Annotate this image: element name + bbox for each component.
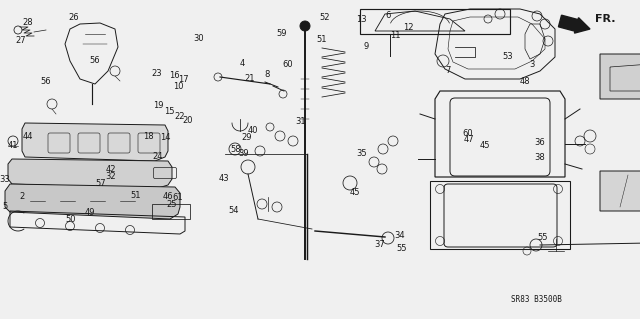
Text: 26: 26 bbox=[68, 13, 79, 22]
Text: 40: 40 bbox=[248, 126, 258, 135]
Text: 21: 21 bbox=[244, 74, 255, 83]
Text: 58: 58 bbox=[230, 145, 241, 154]
Text: 11: 11 bbox=[390, 31, 401, 40]
Text: 55: 55 bbox=[397, 244, 407, 253]
Text: 23: 23 bbox=[152, 69, 162, 78]
Text: 49: 49 bbox=[84, 208, 95, 217]
Text: 34: 34 bbox=[395, 231, 405, 240]
Text: 42: 42 bbox=[106, 165, 116, 174]
Text: 53: 53 bbox=[502, 52, 513, 61]
Text: 18: 18 bbox=[143, 132, 154, 141]
Text: 56: 56 bbox=[90, 56, 100, 65]
Text: 32: 32 bbox=[106, 172, 116, 181]
Text: 28: 28 bbox=[22, 18, 33, 27]
Text: 41: 41 bbox=[8, 141, 18, 150]
Text: 60: 60 bbox=[462, 129, 472, 138]
Text: 13: 13 bbox=[356, 15, 367, 24]
Text: 45: 45 bbox=[350, 188, 360, 197]
Text: 51: 51 bbox=[131, 191, 141, 200]
Text: 47: 47 bbox=[464, 135, 474, 144]
Circle shape bbox=[300, 21, 310, 31]
Text: 24: 24 bbox=[153, 152, 163, 161]
Text: 56: 56 bbox=[41, 77, 51, 86]
Text: 46: 46 bbox=[163, 192, 173, 201]
Text: 60: 60 bbox=[283, 60, 293, 69]
Text: 57: 57 bbox=[96, 179, 106, 188]
FancyBboxPatch shape bbox=[444, 184, 557, 247]
Text: 51: 51 bbox=[317, 35, 327, 44]
Text: 15: 15 bbox=[164, 107, 175, 116]
Text: 37: 37 bbox=[374, 240, 385, 249]
Text: 43: 43 bbox=[219, 174, 229, 183]
Text: 44: 44 bbox=[23, 132, 33, 141]
Text: 6: 6 bbox=[386, 11, 391, 20]
Text: 35: 35 bbox=[356, 149, 367, 158]
Text: 12: 12 bbox=[403, 23, 413, 32]
Text: 5: 5 bbox=[3, 202, 8, 211]
Text: 27: 27 bbox=[15, 36, 26, 45]
Text: 48: 48 bbox=[520, 77, 530, 86]
Text: 50: 50 bbox=[65, 215, 76, 224]
Text: 10: 10 bbox=[173, 82, 183, 91]
Polygon shape bbox=[600, 171, 640, 211]
Text: 25: 25 bbox=[166, 200, 177, 209]
Text: FR.: FR. bbox=[595, 14, 616, 24]
Text: 33: 33 bbox=[0, 175, 10, 184]
Text: 29: 29 bbox=[241, 133, 252, 142]
Polygon shape bbox=[5, 184, 180, 219]
Text: 22: 22 bbox=[174, 112, 184, 121]
Polygon shape bbox=[8, 159, 172, 189]
Text: 20: 20 bbox=[182, 116, 193, 125]
Text: 54: 54 bbox=[228, 206, 239, 215]
Text: 14: 14 bbox=[160, 133, 170, 142]
Text: 55: 55 bbox=[538, 233, 548, 242]
Text: 61: 61 bbox=[173, 193, 183, 202]
Text: 19: 19 bbox=[154, 101, 164, 110]
Text: 4: 4 bbox=[239, 59, 244, 68]
Text: 31: 31 bbox=[296, 117, 306, 126]
Text: 59: 59 bbox=[276, 29, 287, 38]
Text: 7: 7 bbox=[445, 66, 451, 75]
Text: 52: 52 bbox=[320, 13, 330, 22]
Text: 8: 8 bbox=[265, 70, 270, 79]
Text: 38: 38 bbox=[534, 153, 545, 162]
Text: 36: 36 bbox=[534, 138, 545, 147]
FancyBboxPatch shape bbox=[450, 98, 550, 176]
Text: 3: 3 bbox=[530, 60, 535, 69]
FancyArrow shape bbox=[559, 15, 590, 33]
Polygon shape bbox=[600, 54, 640, 99]
Text: 16: 16 bbox=[169, 71, 179, 80]
Text: 30: 30 bbox=[193, 34, 204, 43]
Text: 17: 17 bbox=[179, 75, 189, 84]
Polygon shape bbox=[22, 123, 168, 161]
Text: 2: 2 bbox=[19, 192, 24, 201]
Text: 9: 9 bbox=[364, 42, 369, 51]
Text: 39: 39 bbox=[238, 149, 248, 158]
Text: SR83 B3500B: SR83 B3500B bbox=[511, 295, 562, 304]
Text: 45: 45 bbox=[480, 141, 490, 150]
